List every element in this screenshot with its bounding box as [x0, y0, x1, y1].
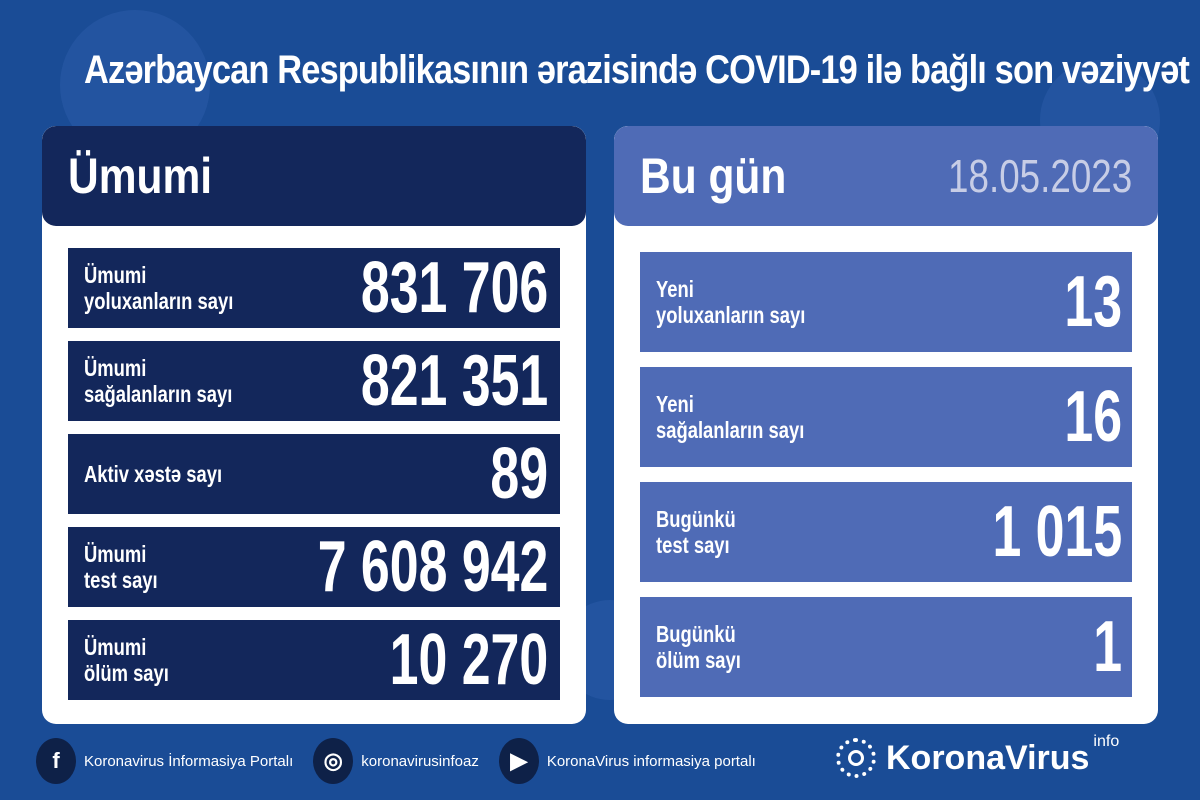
stat-label-line1: Aktiv xəstə sayı — [84, 461, 223, 487]
social-link-text: koronavirusinfoaz — [361, 752, 479, 770]
brand-sup: info — [1093, 733, 1120, 750]
today-header: Bu gün 18.05.2023 — [614, 126, 1158, 226]
stat-value: 1 015 — [992, 492, 1122, 572]
stat-label: Yeni sağalanların sayı — [656, 391, 804, 443]
youtube-icon: ▶ — [498, 738, 539, 784]
stat-value: 16 — [1064, 377, 1122, 457]
stat-label-line2: sağalanların sayı — [84, 381, 233, 407]
stat-value: 831 706 — [360, 248, 548, 328]
stat-label-line2: ölüm sayı — [656, 647, 741, 673]
stat-row: Yeni yoluxanların sayı 13 — [640, 252, 1132, 352]
date: 18.05.2023 — [947, 150, 1132, 202]
total-card: Ümumi Ümumi yoluxanların sayı 831 706 Ümu… — [42, 126, 586, 724]
social-link[interactable]: f Koronavirus İnformasiya Portalı — [36, 738, 293, 784]
stat-label: Ümumi yoluxanların sayı — [84, 262, 233, 314]
stat-value: 821 351 — [360, 341, 548, 421]
footer: f Koronavirus İnformasiya Portalı ◎ koronav… — [36, 738, 760, 784]
stat-label-line1: Bugünkü — [656, 621, 736, 647]
stat-value: 10 270 — [389, 620, 548, 700]
facebook-icon: f — [36, 738, 76, 784]
stat-label-line2: yoluxanların sayı — [656, 302, 806, 328]
stat-row: Ümumi yoluxanların sayı 831 706 — [68, 248, 560, 328]
today-card: Bu gün 18.05.2023 Yeni yoluxanların sayı … — [614, 126, 1158, 724]
stat-value: 13 — [1064, 262, 1122, 342]
stat-label-line2: ölüm sayı — [84, 660, 169, 686]
stat-value: 1 — [1093, 607, 1122, 687]
stat-label-line1: Ümumi — [84, 355, 147, 381]
stat-label: Ümumi test sayı — [84, 541, 158, 593]
stat-label: Bugünkü ölüm sayı — [656, 621, 741, 673]
social-link-text: Koronavirus İnformasiya Portalı — [84, 752, 294, 770]
total-heading: Ümumi — [68, 148, 213, 204]
brand-name: KoronaVirus — [886, 738, 1090, 777]
stat-row: Yeni sağalanların sayı 16 — [640, 367, 1132, 467]
stat-label-line1: Bugünkü — [656, 506, 736, 532]
stat-label-line1: Ümumi — [84, 541, 147, 567]
sun-icon — [836, 738, 876, 778]
stat-label-line2: test sayı — [84, 567, 158, 593]
stat-row: Ümumi sağalanların sayı 821 351 — [68, 341, 560, 421]
total-header: Ümumi — [42, 126, 586, 226]
logo: KoronaVirus info — [836, 733, 1125, 778]
stat-label: Aktiv xəstə sayı — [84, 461, 222, 487]
stat-label-line1: Ümumi — [84, 634, 147, 660]
page-title: Azərbaycan Respublikasının ərazisində CO… — [84, 48, 1190, 92]
stat-label: Bugünkü test sayı — [656, 506, 736, 558]
social-link[interactable]: ◎ koronavirusinfoaz — [313, 738, 479, 784]
stat-label: Yeni yoluxanların sayı — [656, 276, 805, 328]
stat-row: Bugünkü test sayı 1 015 — [640, 482, 1132, 582]
stat-row: Ümumi test sayı 7 608 942 — [68, 527, 560, 607]
stat-label-line2: test sayı — [656, 532, 730, 558]
stat-row: Aktiv xəstə sayı 89 — [68, 434, 560, 514]
stat-value: 7 608 942 — [317, 527, 548, 607]
stat-label-line1: Yeni — [656, 391, 694, 417]
today-heading: Bu gün — [640, 148, 787, 204]
social-link-text: KoronaVirus informasiya portalı — [546, 752, 756, 770]
stat-row: Bugünkü ölüm sayı 1 — [640, 597, 1132, 697]
stat-label: Ümumi sağalanların sayı — [84, 355, 232, 407]
stat-label: Ümumi ölüm sayı — [84, 634, 169, 686]
social-link[interactable]: ▶ KoronaVirus informasiya portalı — [498, 738, 756, 784]
stat-label-line1: Ümumi — [84, 262, 147, 288]
stat-row: Ümumi ölüm sayı 10 270 — [68, 620, 560, 700]
stat-label-line1: Yeni — [656, 276, 694, 302]
stat-value: 89 — [490, 434, 548, 514]
stat-label-line2: sağalanların sayı — [656, 417, 805, 443]
instagram-icon: ◎ — [313, 738, 354, 784]
stat-label-line2: yoluxanların sayı — [84, 288, 234, 314]
